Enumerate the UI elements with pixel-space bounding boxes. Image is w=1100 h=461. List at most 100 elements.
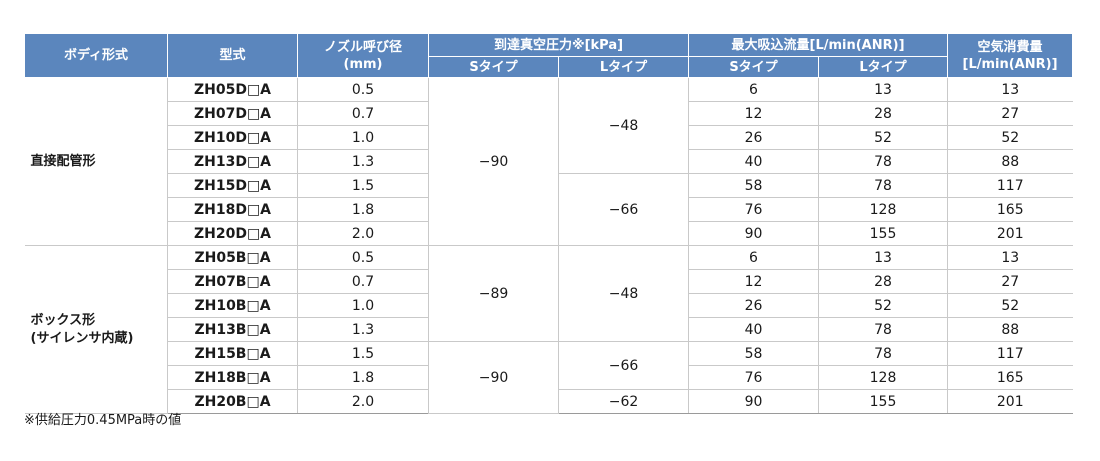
header-flow-s: Sタイプ (688, 56, 819, 78)
vacuum-l-cell: −66 (558, 341, 689, 390)
nozzle-cell: 0.7 (297, 101, 429, 126)
flow-s-cell: 12 (688, 269, 819, 294)
table-row: ZH07B□A 0.7 12 28 27 (25, 269, 1073, 294)
model-cell: ZH05B□A (167, 245, 298, 270)
flow-l-cell: 28 (817, 269, 949, 294)
flow-s-cell: 26 (688, 293, 819, 318)
header-vacuum: 到達真空圧力※[kPa] (428, 33, 689, 57)
nozzle-cell: 1.0 (297, 125, 429, 150)
model-cell: ZH10D□A (167, 125, 298, 150)
flow-s-cell: 6 (688, 77, 819, 102)
header-nozzle-line1: ノズル呼び径 (323, 39, 402, 55)
flow-l-cell: 28 (817, 101, 949, 126)
flow-l-cell: 128 (817, 365, 949, 390)
flow-l-cell: 52 (817, 293, 949, 318)
nozzle-cell: 1.8 (297, 365, 429, 390)
flow-s-cell: 40 (688, 149, 819, 174)
model-cell: ZH07D□A (167, 101, 298, 126)
flow-l-cell: 155 (817, 221, 949, 246)
model-cell: ZH20B□A (167, 389, 298, 414)
body-type-cell: ボックス形 (サイレンサ内蔵) (24, 245, 168, 414)
flow-l-cell: 13 (817, 245, 949, 270)
model-cell: ZH13B□A (167, 317, 298, 342)
flow-l-cell: 128 (817, 197, 949, 222)
nozzle-cell: 2.0 (297, 221, 429, 246)
air-cell: 117 (947, 173, 1073, 198)
header-nozzle: ノズル呼び径 (mm) (297, 33, 429, 78)
nozzle-cell: 1.5 (297, 341, 429, 366)
flow-s-cell: 6 (688, 245, 819, 270)
air-cell: 13 (947, 77, 1073, 102)
vacuum-l-cell: −48 (558, 77, 689, 174)
footnote: ※供給圧力0.45MPa時の値 (24, 413, 182, 428)
vacuum-s-cell: −90 (428, 341, 559, 414)
flow-s-cell: 12 (688, 101, 819, 126)
vacuum-l-cell: −48 (558, 245, 689, 342)
nozzle-cell: 1.3 (297, 317, 429, 342)
flow-l-cell: 52 (817, 125, 949, 150)
vacuum-l-cell: −66 (558, 173, 689, 246)
table-row: ZH15B□A 1.5 −90 −66 58 78 117 (25, 341, 1073, 414)
air-cell: 52 (947, 125, 1073, 150)
model-cell: ZH15D□A (167, 173, 298, 198)
nozzle-cell: 0.5 (297, 77, 429, 102)
model-cell: ZH18B□A (167, 365, 298, 390)
spec-table: ボディ形式 型式 ノズル呼び径 (mm) 到達真空圧力※[kPa] 最大吸込流量[… (24, 33, 1074, 414)
air-cell: 27 (947, 101, 1073, 126)
model-cell: ZH18D□A (167, 197, 298, 222)
flow-l-cell: 78 (817, 317, 949, 342)
flow-s-cell: 40 (688, 317, 819, 342)
vacuum-s-cell: −89 (428, 245, 559, 342)
table-row: ボックス形 (サイレンサ内蔵) ZH05B□A 0.5 −89 −48 6 13 … (24, 245, 1073, 414)
vacuum-l-cell: −62 (558, 389, 689, 414)
flow-s-cell: 58 (688, 173, 819, 198)
model-cell: ZH07B□A (167, 269, 298, 294)
header-model: 型式 (167, 33, 298, 78)
air-cell: 27 (947, 269, 1073, 294)
header-air-line2: [L/min(ANR)] (962, 56, 1058, 72)
flow-l-cell: 78 (817, 173, 949, 198)
nozzle-cell: 0.5 (297, 245, 429, 270)
table-row: 直接配管形 ZH05D□A 0.5 −90 −48 6 13 13 (24, 77, 1073, 246)
flow-s-cell: 90 (688, 221, 819, 246)
flow-l-cell: 78 (817, 341, 949, 366)
flow-l-cell: 78 (817, 149, 949, 174)
air-cell: 201 (947, 221, 1073, 246)
nozzle-cell: 1.8 (297, 197, 429, 222)
nozzle-cell: 2.0 (297, 389, 429, 414)
model-cell: ZH13D□A (167, 149, 298, 174)
flow-s-cell: 90 (688, 389, 819, 414)
air-cell: 52 (947, 293, 1073, 318)
table-row: ZH20D□A 2.0 90 155 201 (25, 221, 1073, 246)
flow-l-cell: 13 (817, 77, 949, 102)
header-vacuum-s: Sタイプ (428, 56, 559, 78)
air-cell: 201 (947, 389, 1073, 414)
table-row: ZH20B□A 2.0 −62 90 155 201 (25, 389, 1073, 414)
header-flow: 最大吸込流量[L/min(ANR)] (687, 33, 949, 57)
header-vacuum-l: Lタイプ (558, 56, 689, 78)
air-cell: 117 (947, 341, 1073, 366)
nozzle-cell: 1.0 (297, 293, 429, 318)
body-type-cell: 直接配管形 (24, 77, 168, 246)
model-cell: ZH10B□A (167, 293, 298, 318)
air-cell: 165 (947, 197, 1073, 222)
flow-l-cell: 155 (817, 389, 949, 414)
air-cell: 88 (947, 149, 1073, 174)
flow-s-cell: 76 (688, 197, 819, 222)
header-body-type: ボディ形式 (24, 33, 168, 78)
header-air: 空気消費量 [L/min(ANR)] (947, 33, 1074, 78)
nozzle-cell: 1.5 (297, 173, 429, 198)
vacuum-s-cell: −90 (428, 77, 559, 246)
air-cell: 13 (947, 245, 1073, 270)
header-air-line1: 空気消費量 (977, 39, 1043, 55)
flow-s-cell: 58 (688, 341, 819, 366)
nozzle-cell: 1.3 (297, 149, 429, 174)
air-cell: 165 (947, 365, 1073, 390)
model-cell: ZH15B□A (167, 341, 298, 366)
model-cell: ZH20D□A (167, 221, 298, 246)
body-type-line2: (サイレンサ内蔵) (30, 330, 134, 346)
nozzle-cell: 0.7 (297, 269, 429, 294)
header-flow-l: Lタイプ (817, 56, 949, 78)
air-cell: 88 (947, 317, 1073, 342)
flow-s-cell: 26 (688, 125, 819, 150)
